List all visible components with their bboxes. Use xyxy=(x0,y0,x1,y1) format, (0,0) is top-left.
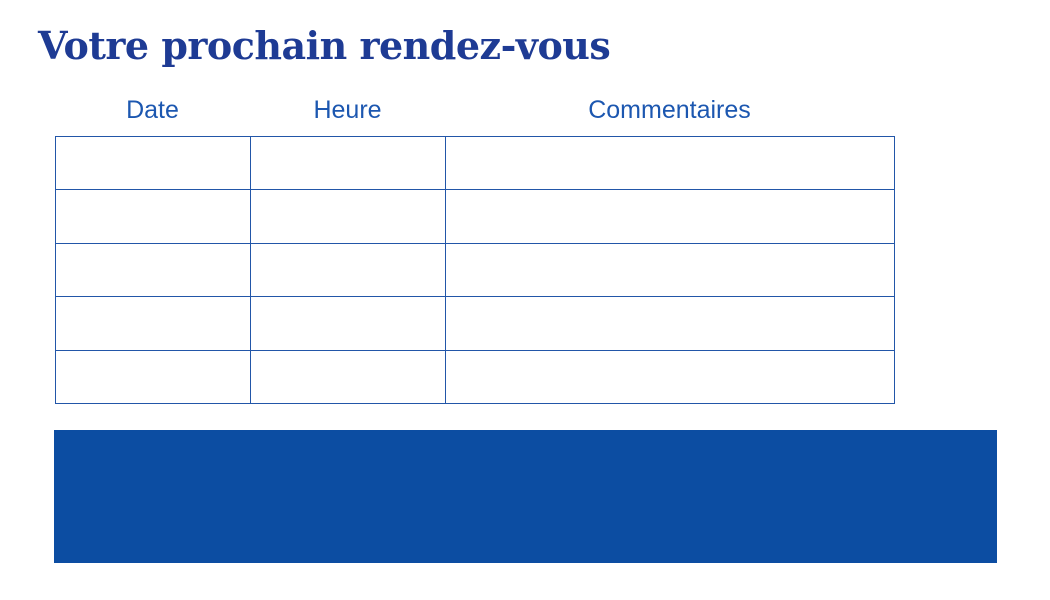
table-cell xyxy=(445,296,895,351)
table-row xyxy=(55,242,895,298)
table-cell xyxy=(250,296,446,351)
page-title: Votre prochain rendez-vous xyxy=(38,23,611,68)
appointments-table xyxy=(55,135,895,405)
table-cell xyxy=(55,242,251,298)
table-cell xyxy=(250,135,446,191)
table-header-row: Date Heure Commentaires xyxy=(55,92,894,128)
column-header-commentaires: Commentaires xyxy=(588,96,751,124)
table-cell xyxy=(445,189,895,244)
table-cell xyxy=(250,189,446,244)
table-cell xyxy=(55,296,251,351)
column-header-heure: Heure xyxy=(313,96,382,124)
table-row xyxy=(55,189,895,244)
table-cell xyxy=(445,135,895,191)
table-cell xyxy=(250,349,446,405)
table-row xyxy=(55,296,895,351)
table-row xyxy=(55,135,895,191)
table-cell xyxy=(445,349,895,405)
table-cell xyxy=(445,242,895,298)
table-cell xyxy=(55,349,251,405)
column-header-date: Date xyxy=(126,96,179,124)
table-row xyxy=(55,349,895,405)
table-cell xyxy=(55,135,251,191)
table-cell xyxy=(250,242,446,298)
table-cell xyxy=(55,189,251,244)
footer-block xyxy=(54,430,997,563)
